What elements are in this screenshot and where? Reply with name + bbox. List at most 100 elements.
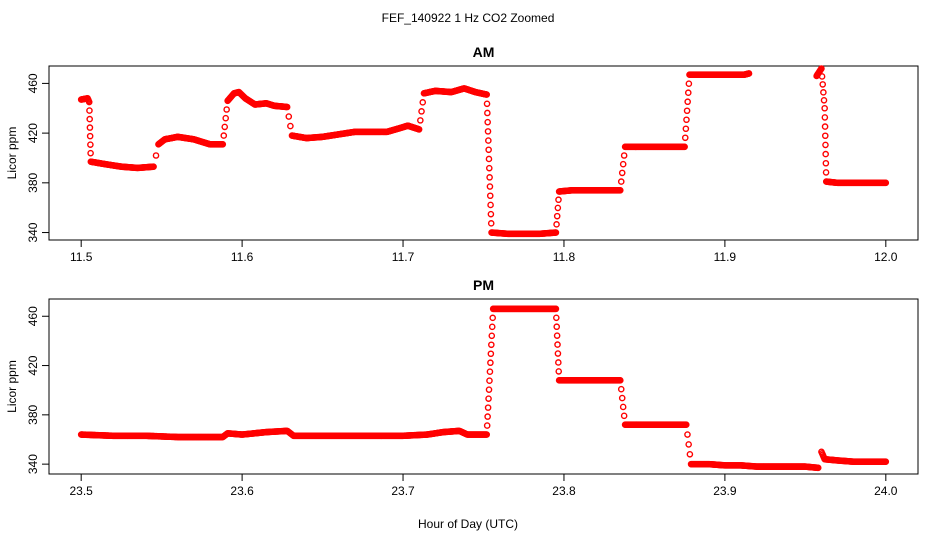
figure-title: FEF_140922 1 Hz CO2 Zoomed: [382, 11, 555, 25]
pm-data-point: [487, 359, 494, 367]
pm-x-tick-label: 23.5: [70, 484, 94, 498]
pm-x-tick-label: 23.7: [391, 484, 415, 498]
pm-y-tick-label: 460: [26, 306, 40, 326]
am-data-point: [818, 65, 825, 72]
am-data-point: [87, 149, 94, 157]
pm-data-point: [682, 421, 690, 429]
am-data-point: [681, 143, 688, 151]
pm-data-point: [483, 431, 491, 438]
pm-data-point: [616, 377, 624, 384]
am-data-point: [745, 70, 753, 77]
am-data-point: [821, 114, 829, 121]
am-data-point: [150, 163, 157, 170]
am-data-point: [283, 103, 291, 111]
am-data-point: [684, 89, 692, 97]
am-plot-frame: [48, 65, 919, 241]
am-data-point: [483, 91, 491, 98]
am-data-point: [419, 99, 427, 106]
pm-data-point: [553, 314, 560, 322]
am-data-point: [818, 73, 826, 80]
am-data-point: [415, 126, 423, 133]
am-data-point: [484, 128, 492, 135]
am-data-point: [616, 186, 624, 194]
pm-data-point: [618, 394, 626, 402]
am-data-point: [553, 221, 560, 228]
pm-plot-frame: [48, 298, 919, 475]
am-data-point: [223, 106, 230, 113]
am-data-point: [683, 116, 690, 124]
pm-panel: PM Licor ppm 23.5 23.6 23.7 23.8 23.9 24.0 340 38…: [5, 277, 919, 498]
pm-data-point: [617, 385, 625, 393]
am-data-point: [555, 196, 562, 204]
pm-data-point: [685, 441, 692, 448]
am-data-point: [287, 122, 294, 130]
am-data-point: [85, 98, 93, 106]
am-data-point: [681, 134, 689, 142]
pm-data-point: [882, 458, 890, 465]
am-data-point: [682, 125, 690, 133]
am-data-point: [485, 164, 493, 172]
pm-data-point: [487, 350, 495, 358]
pm-data-point: [485, 395, 492, 402]
am-data-point: [484, 118, 491, 126]
pm-panel-title: PM: [473, 277, 494, 293]
pm-y-tick-label: 420: [26, 355, 40, 375]
am-data-point: [486, 174, 493, 181]
pm-data-point: [554, 350, 562, 357]
pm-y-axis-label: Licor ppm: [5, 360, 19, 413]
am-data-point: [683, 107, 691, 115]
am-panel: AM Licor ppm 11.5 11.6 11.7 11.8 11.9 12.0 340 38…: [5, 44, 919, 264]
am-data-point: [822, 150, 829, 158]
pm-x-tick-label: 23.6: [230, 484, 254, 498]
pm-data-point: [484, 404, 492, 411]
am-data-point: [882, 179, 890, 187]
am-y-tick-label: 340: [26, 222, 40, 242]
pm-data-point: [684, 431, 691, 438]
am-data-point: [219, 140, 227, 148]
am-data-point: [685, 80, 693, 88]
pm-x-tick-label: 23.9: [713, 484, 737, 498]
am-data-point: [620, 152, 628, 159]
pm-data-point: [553, 323, 561, 331]
am-data-point: [485, 137, 492, 144]
pm-data-point: [620, 412, 628, 420]
am-x-tick-label: 11.5: [70, 250, 93, 264]
am-x-tick-label: 11.6: [231, 250, 254, 264]
am-data-point: [484, 109, 491, 117]
pm-data-point: [489, 314, 497, 322]
am-x-tick-label: 11.7: [392, 250, 415, 264]
am-data-point: [485, 155, 493, 163]
am-x-tick-label: 12.0: [874, 250, 898, 264]
am-data-point: [285, 113, 293, 120]
pm-data-point: [485, 386, 493, 393]
am-x-tick-label: 11.8: [553, 250, 576, 264]
am-data-point: [220, 132, 228, 139]
pm-data-point: [488, 332, 496, 340]
pm-data-point: [555, 368, 563, 375]
am-data-point: [821, 104, 828, 112]
am-data-point: [86, 107, 93, 114]
am-data-point: [221, 123, 229, 131]
am-y-axis-label: Licor ppm: [5, 127, 19, 180]
pm-data-point: [486, 368, 494, 376]
pm-x-tick-label: 23.8: [552, 484, 576, 498]
am-data-point: [822, 159, 830, 167]
pm-data-points: [77, 305, 890, 472]
am-x-tick-label: 11.9: [714, 250, 737, 264]
am-data-point: [86, 124, 94, 131]
pm-y-tick-label: 340: [26, 454, 40, 474]
am-y-tick-label: 380: [26, 172, 40, 192]
am-data-point: [819, 81, 827, 88]
am-data-point: [487, 220, 495, 227]
am-data-point: [418, 108, 425, 115]
am-data-point: [222, 114, 229, 122]
pm-data-point: [555, 359, 562, 366]
am-data-point: [618, 169, 626, 177]
am-data-point: [821, 132, 829, 140]
am-data-point: [86, 132, 94, 140]
pm-data-point: [619, 403, 627, 411]
am-panel-title: AM: [473, 44, 495, 60]
am-data-point: [820, 89, 827, 96]
am-data-point: [487, 201, 494, 209]
